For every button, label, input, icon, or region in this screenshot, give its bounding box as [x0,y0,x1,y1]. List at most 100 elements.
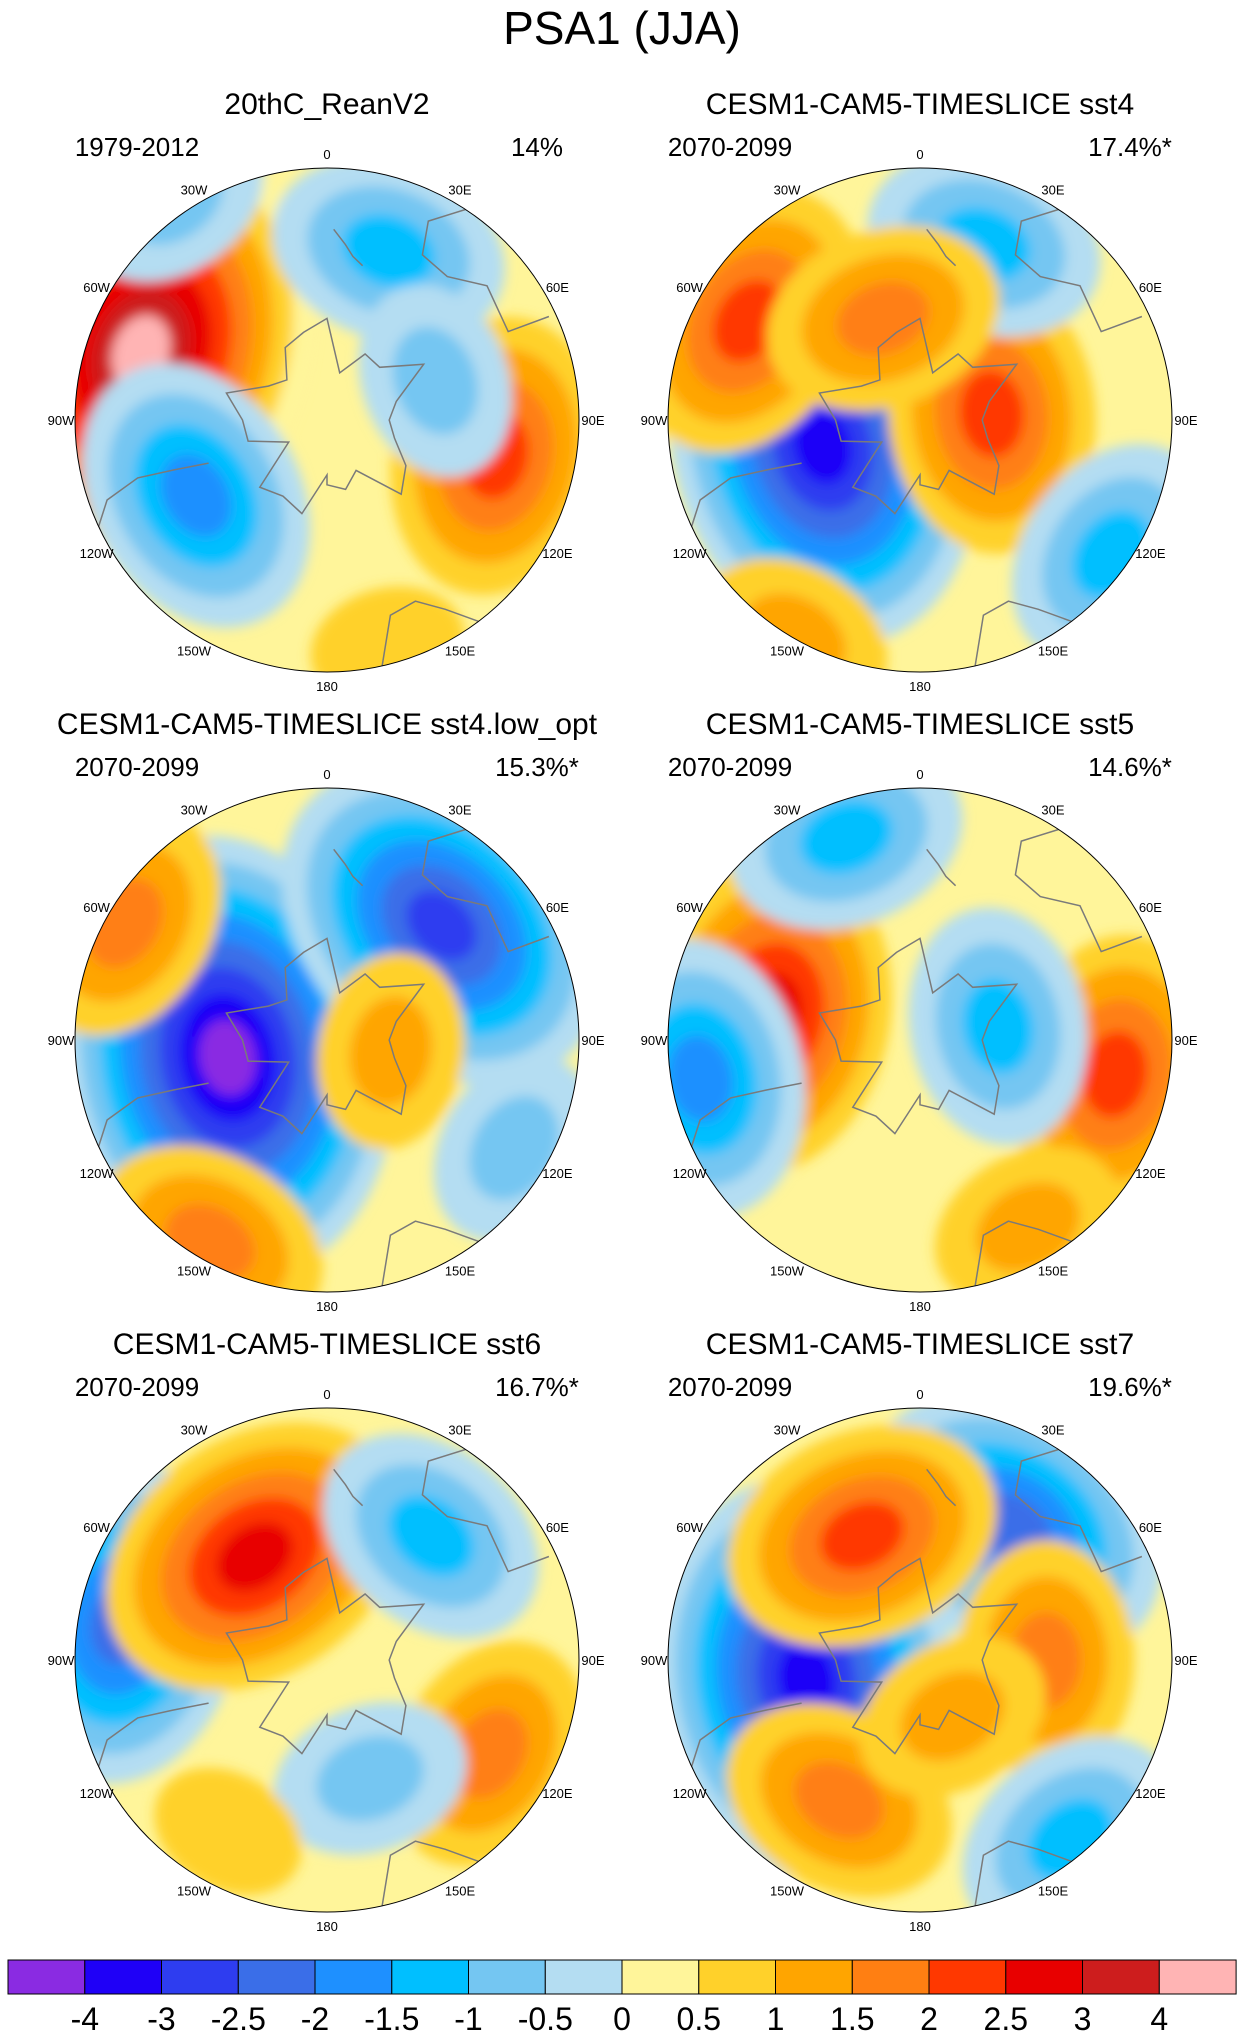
panel-period: 1979-2012 [75,132,199,162]
colorbar-label: -2 [301,2001,329,2037]
panel-percent: 17.4%* [1088,132,1172,162]
panel-title: 20thC_ReanV2 [224,88,429,121]
map-panel: 0 30E 60E 90E 120E 150E 180 150W 120W 90W 60W 30W CE… [48,708,605,1314]
australia-outline [1014,827,1143,953]
anomaly-contour [1082,1030,1148,1118]
colorbar-label: -0.5 [518,2001,573,2037]
colorbar-label: 1 [767,2001,785,2037]
colorbar-label: -1 [454,2001,482,2037]
panel-percent: 19.6%* [1088,1372,1172,1402]
longitude-label: 120E [542,546,573,561]
longitude-label: 30E [1041,803,1064,818]
anomaly-contour [310,586,465,672]
anomaly-contour [316,1735,424,1822]
anomaly-contour [713,279,785,363]
anomaly-contour [406,890,477,961]
colorbar-swatch [7,1959,86,1995]
map-panel: 0 30E 60E 90E 120E 150E 180 150W 120W 90W 60W 30W CE… [641,88,1198,694]
longitude-label: 120E [542,1166,573,1181]
colorbar-swatch [1082,1959,1160,1995]
map-border [74,167,580,673]
longitude-label: 150W [770,1263,805,1278]
longitude-label: 120W [80,546,115,561]
panel-title: CESM1-CAM5-TIMESLICE sst4 [706,88,1134,121]
anomaly-contour [820,1501,905,1571]
colorbar-swatch [851,1959,930,1995]
colorbar-swatch [928,1959,1007,1995]
antarctica-outline [225,1557,426,1755]
colorbar-label: -4 [71,2001,99,2037]
colorbar-label: -2.5 [211,2001,266,2037]
colorbar-label: -3 [147,2001,175,2037]
panel-period: 2070-2099 [75,1372,199,1402]
coastlines [97,1447,550,1912]
colorbar-swatch [237,1959,316,1995]
longitude-label: 90E [581,1653,604,1668]
anomaly-contour [777,1641,836,1719]
panel-title: CESM1-CAM5-TIMESLICE sst5 [706,708,1134,741]
longitude-label: 60W [676,1520,703,1535]
longitude-label: 150W [770,643,805,658]
africa-outline [380,1840,487,1912]
longitude-label: 90E [1174,1653,1197,1668]
longitude-label: 180 [909,679,931,694]
panel-percent: 15.3%* [495,752,579,782]
colorbar-swatch [391,1959,470,1995]
longitude-label: 150E [445,1883,476,1898]
longitude-label: 30E [1041,1423,1064,1438]
anomaly-contour [388,1495,474,1577]
longitude-label: 90W [48,1653,75,1668]
longitude-label: 60E [1139,280,1162,295]
colorbar-swatch [314,1959,393,1995]
longitude-label: 30E [1041,183,1064,198]
anomaly-contour [794,1761,884,1839]
map-panel: 0 30E 60E 90E 120E 150E 180 150W 120W 90W 60W 30W CE… [641,1328,1198,1934]
longitude-label: 150W [770,1883,805,1898]
longitude-label: 120W [80,1786,115,1801]
longitude-label: 60E [546,900,569,915]
colorbar-swatch [161,1959,239,1995]
australia-outline [421,827,550,953]
longitude-label: 180 [909,1299,931,1314]
colorbar-swatch [1158,1959,1237,1995]
longitude-label: 60W [83,900,110,915]
longitude-label: 150E [1038,1263,1069,1278]
longitude-label: 30E [448,803,471,818]
longitude-label: 150E [445,643,476,658]
colorbar-swatch [468,1959,546,1995]
longitude-label: 120W [673,546,708,561]
longitude-label: 60E [546,1520,569,1535]
longitude-label: 30W [181,183,208,198]
longitude-label: 30W [774,183,801,198]
longitude-label: 90W [48,413,75,428]
panel-percent: 14.6%* [1088,752,1172,782]
longitude-label: 90W [48,1033,75,1048]
anomaly-contour [962,979,1034,1074]
colorbar-label: 4 [1150,2001,1168,2037]
antarctica-outline [818,317,1019,515]
panel-title: CESM1-CAM5-TIMESLICE sst7 [706,1328,1134,1361]
coastlines [690,827,1143,1292]
longitude-label: 120E [1135,546,1166,561]
longitude-label: 60E [1139,1520,1162,1535]
longitude-label: 150W [177,1263,212,1278]
anomaly-contour [836,281,930,356]
africa-outline [973,1220,1080,1292]
panel-period: 2070-2099 [668,752,792,782]
australia-outline [421,1447,550,1573]
colorbar-swatch [544,1959,623,1995]
longitude-label: 30E [448,183,471,198]
colorbar-swatch [698,1959,777,1995]
anomaly-contour [799,800,893,874]
figure-title: PSA1 (JJA) [503,2,741,54]
coastlines [690,207,1143,672]
longitude-label: 150W [177,1883,212,1898]
panel-percent: 16.7%* [495,1372,579,1402]
anomaly-field [75,168,579,672]
longitude-label: 0 [323,147,330,162]
longitude-label: 0 [916,1387,923,1402]
colorbar-label: 0 [613,2001,631,2037]
map-panel: 0 30E 60E 90E 120E 150E 180 150W 120W 90W 60W 30W CE… [48,1328,605,1934]
colorbar-label: 2 [920,2001,938,2037]
